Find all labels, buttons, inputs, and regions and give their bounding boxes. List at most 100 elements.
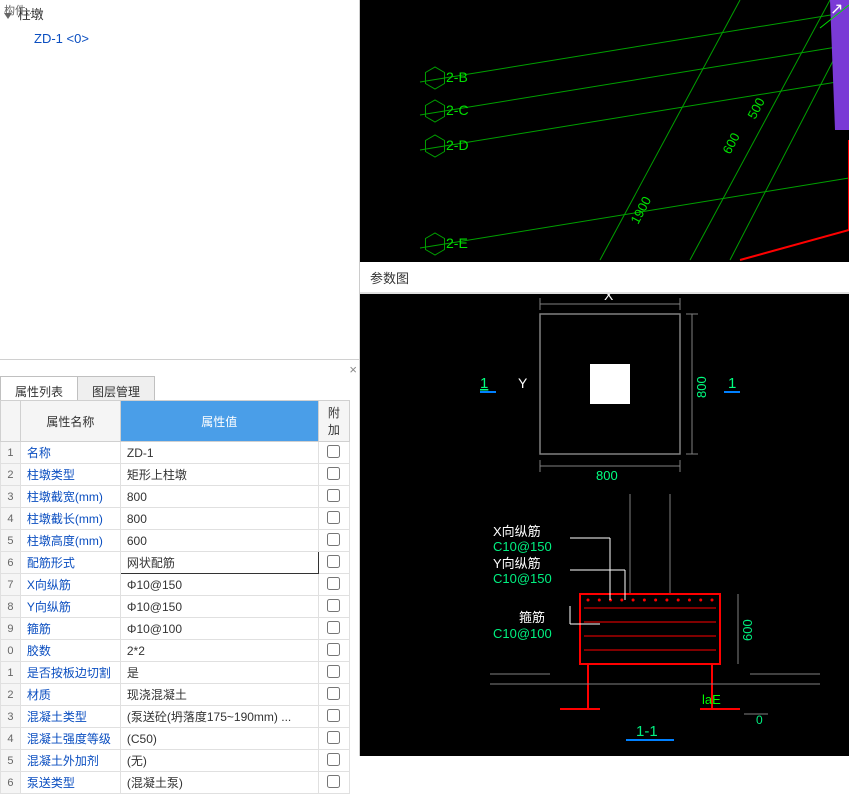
col-extra: 附加	[318, 401, 349, 442]
svg-text:X向纵筋: X向纵筋	[493, 524, 541, 539]
prop-name: 胶数	[20, 640, 120, 662]
tree-filter-hint: 构件...	[0, 0, 39, 20]
table-row[interactable]: 9箍筋Φ10@100	[1, 618, 350, 640]
svg-text:2-C: 2-C	[446, 102, 469, 118]
prop-value[interactable]: Φ10@100	[120, 618, 318, 640]
extra-checkbox[interactable]	[327, 445, 340, 458]
tree-child-node[interactable]: ZD-1 <0>	[26, 29, 357, 48]
svg-text:C10@150: C10@150	[493, 539, 552, 554]
prop-value[interactable]: 800	[120, 486, 318, 508]
col-name: 属性名称	[20, 401, 120, 442]
prop-name: 配筋形式	[20, 552, 120, 574]
table-row[interactable]: 3柱墩截宽(mm)800	[1, 486, 350, 508]
table-row[interactable]: 4柱墩截长(mm)800	[1, 508, 350, 530]
param-diagram-header: 参数图	[360, 262, 849, 294]
extra-checkbox[interactable]	[327, 555, 340, 568]
prop-name: 泵送类型	[20, 772, 120, 794]
extra-checkbox[interactable]	[327, 467, 340, 480]
table-row[interactable]: 3混凝土类型(泵送砼(坍落度175~190mm) ...	[1, 706, 350, 728]
prop-value[interactable]: (C50)	[120, 728, 318, 750]
svg-text:laE: laE	[702, 692, 721, 707]
prop-value[interactable]: 网状配筋	[120, 552, 318, 574]
component-tree[interactable]: 柱墩 ZD-1 <0>	[0, 0, 359, 360]
param-diagram-title: 参数图	[370, 271, 409, 286]
extra-checkbox[interactable]	[327, 709, 340, 722]
svg-text:1: 1	[480, 375, 488, 392]
prop-value[interactable]: (混凝土泵)	[120, 772, 318, 794]
extra-checkbox[interactable]	[327, 511, 340, 524]
prop-value[interactable]: 矩形上柱墩	[120, 464, 318, 486]
extra-checkbox[interactable]	[327, 665, 340, 678]
close-icon[interactable]: ×	[349, 362, 357, 377]
extra-checkbox[interactable]	[327, 533, 340, 546]
prop-name: 名称	[20, 442, 120, 464]
extra-checkbox[interactable]	[327, 643, 340, 656]
table-row[interactable]: 2柱墩类型矩形上柱墩	[1, 464, 350, 486]
prop-value[interactable]: 800	[120, 508, 318, 530]
svg-text:2-E: 2-E	[446, 235, 468, 251]
table-row[interactable]: 1是否按板边切割是	[1, 662, 350, 684]
prop-name: 柱墩高度(mm)	[20, 530, 120, 552]
svg-text:0: 0	[756, 713, 763, 727]
prop-value[interactable]: 600	[120, 530, 318, 552]
prop-value[interactable]: 现浇混凝土	[120, 684, 318, 706]
table-row[interactable]: 8Y向纵筋Φ10@150	[1, 596, 350, 618]
extra-checkbox[interactable]	[327, 599, 340, 612]
prop-name: 是否按板边切割	[20, 662, 120, 684]
prop-name: 混凝土类型	[20, 706, 120, 728]
svg-text:箍筋: 箍筋	[519, 610, 545, 625]
col-value: 属性值	[120, 401, 318, 442]
table-row[interactable]: 1名称ZD-1	[1, 442, 350, 464]
table-row[interactable]: 5混凝土外加剂(无)	[1, 750, 350, 772]
left-panel: 构件... 柱墩 ZD-1 <0> × 属性列表 图层管理 属性名称 属性值 附…	[0, 0, 360, 756]
table-row[interactable]: 2材质现浇混凝土	[1, 684, 350, 706]
table-row[interactable]: 6配筋形式网状配筋	[1, 552, 350, 574]
table-row[interactable]: 5柱墩高度(mm)600	[1, 530, 350, 552]
svg-text:X: X	[604, 294, 614, 303]
prop-value[interactable]: (泵送砼(坍落度175~190mm) ...	[120, 706, 318, 728]
extra-checkbox[interactable]	[327, 577, 340, 590]
table-row[interactable]: 6泵送类型(混凝土泵)	[1, 772, 350, 794]
prop-name: X向纵筋	[20, 574, 120, 596]
prop-name: 柱墩截长(mm)	[20, 508, 120, 530]
extra-checkbox[interactable]	[327, 775, 340, 788]
svg-text:800: 800	[596, 468, 618, 483]
tree-child-label: ZD-1 <0>	[34, 31, 89, 46]
svg-text:Y向纵筋: Y向纵筋	[493, 556, 541, 571]
svg-text:600: 600	[740, 619, 755, 641]
svg-text:500: 500	[744, 95, 767, 121]
svg-text:1-1: 1-1	[636, 723, 658, 740]
property-table: 属性名称 属性值 附加 1名称ZD-12柱墩类型矩形上柱墩3柱墩截宽(mm)80…	[0, 400, 350, 794]
extra-checkbox[interactable]	[327, 621, 340, 634]
model-canvas[interactable]: 2-B2-C2-D2-E1900600500↗	[360, 0, 849, 262]
prop-value[interactable]: Φ10@150	[120, 574, 318, 596]
extra-checkbox[interactable]	[327, 731, 340, 744]
extra-checkbox[interactable]	[327, 687, 340, 700]
prop-name: 柱墩类型	[20, 464, 120, 486]
table-row[interactable]: 4混凝土强度等级(C50)	[1, 728, 350, 750]
prop-value[interactable]: 是	[120, 662, 318, 684]
prop-name: 混凝土强度等级	[20, 728, 120, 750]
svg-text:2-D: 2-D	[446, 137, 469, 153]
prop-value[interactable]: Φ10@150	[120, 596, 318, 618]
svg-text:Y: Y	[518, 375, 528, 391]
extra-checkbox[interactable]	[327, 753, 340, 766]
svg-text:C10@100: C10@100	[493, 626, 552, 641]
table-row[interactable]: 7X向纵筋Φ10@150	[1, 574, 350, 596]
svg-text:↗: ↗	[830, 1, 843, 18]
tree-root-node[interactable]: 柱墩	[2, 4, 357, 23]
prop-name: 柱墩截宽(mm)	[20, 486, 120, 508]
prop-value[interactable]: ZD-1	[120, 442, 318, 464]
extra-checkbox[interactable]	[327, 489, 340, 502]
prop-name: 混凝土外加剂	[20, 750, 120, 772]
svg-text:1: 1	[728, 375, 736, 392]
prop-value[interactable]: 2*2	[120, 640, 318, 662]
prop-value[interactable]: (无)	[120, 750, 318, 772]
svg-text:600: 600	[719, 130, 742, 156]
svg-text:2-B: 2-B	[446, 69, 468, 85]
param-diagram-canvas[interactable]: X800Y80011 X向纵筋C10@150Y向纵筋C10@150箍筋C10@1…	[360, 294, 849, 756]
table-row[interactable]: 0胶数2*2	[1, 640, 350, 662]
svg-text:800: 800	[694, 376, 709, 398]
svg-text:C10@150: C10@150	[493, 571, 552, 586]
prop-name: Y向纵筋	[20, 596, 120, 618]
